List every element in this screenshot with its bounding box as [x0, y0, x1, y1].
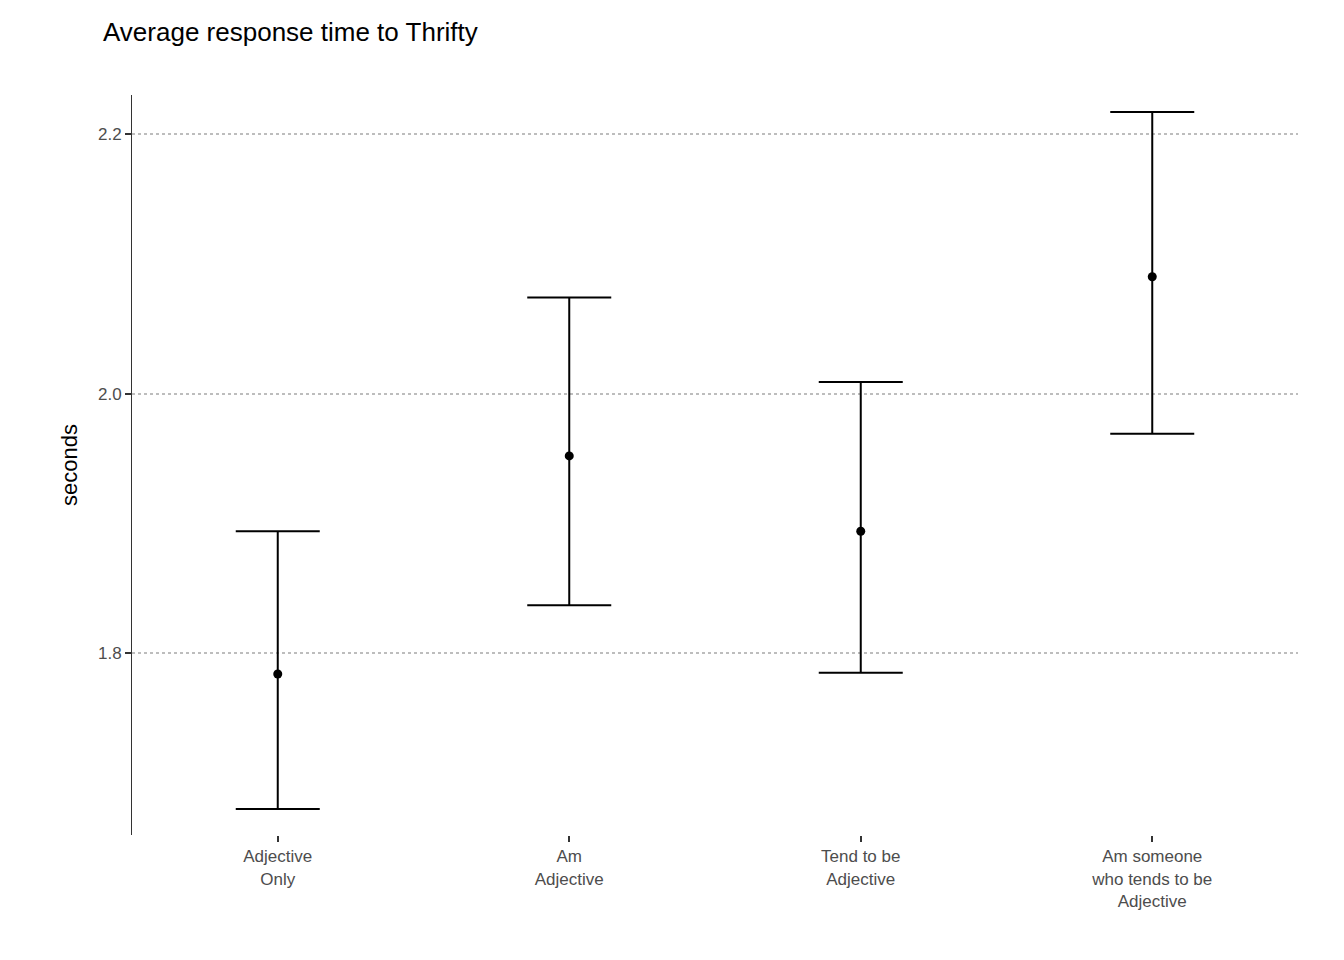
svg-text:Tend to beAdjective: Tend to beAdjective	[821, 847, 900, 888]
svg-text:1.8: 1.8	[98, 644, 122, 663]
svg-text:AmAdjective: AmAdjective	[535, 847, 604, 888]
svg-text:2.0: 2.0	[98, 385, 122, 404]
svg-text:Average response time to Thrif: Average response time to Thrifty	[103, 17, 478, 47]
svg-text:2.2: 2.2	[98, 125, 122, 144]
svg-text:AdjectiveOnly: AdjectiveOnly	[243, 847, 312, 888]
svg-text:seconds: seconds	[57, 424, 82, 506]
svg-text:Am someonewho tends to beAdjec: Am someonewho tends to beAdjective	[1091, 847, 1212, 910]
